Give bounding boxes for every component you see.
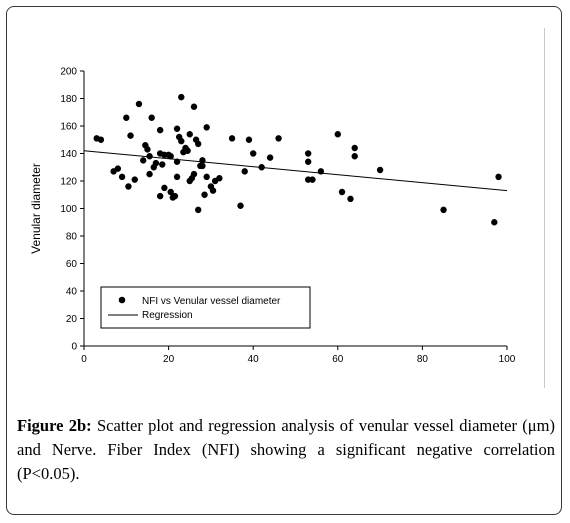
data-point	[334, 131, 341, 138]
data-point	[203, 124, 210, 131]
data-point	[159, 161, 166, 168]
data-point	[250, 150, 257, 157]
y-ticks: 0 20 40 60 80 100 120 140 160 180 200	[60, 67, 84, 353]
legend-label-regression: Regression	[142, 310, 193, 321]
data-point	[376, 166, 384, 174]
data-point	[351, 144, 358, 152]
data-point	[148, 114, 155, 121]
y-tick-label: 120	[60, 177, 77, 188]
data-point	[190, 170, 198, 178]
data-point	[304, 150, 312, 157]
data-point	[173, 173, 181, 181]
legend-box	[100, 286, 311, 329]
data-point	[146, 170, 153, 178]
data-point	[173, 125, 181, 132]
data-point	[178, 137, 185, 145]
data-point	[156, 126, 164, 134]
data-point	[216, 175, 223, 182]
data-point	[237, 202, 244, 209]
y-tick-label: 200	[60, 67, 77, 78]
data-point	[241, 168, 248, 175]
legend: NFI vs Venular vessel diameter Regressio…	[100, 286, 311, 329]
data-point	[209, 187, 217, 194]
data-point	[131, 176, 138, 183]
x-tick-label: 100	[499, 354, 516, 365]
data-point	[152, 159, 160, 167]
data-point	[440, 206, 447, 214]
x-tick-label: 20	[163, 354, 175, 365]
legend-marker-points	[118, 296, 126, 304]
y-tick-label: 180	[60, 94, 77, 105]
y-tick-label: 40	[66, 287, 78, 298]
data-point	[195, 140, 202, 148]
data-point	[190, 103, 198, 110]
data-point	[97, 136, 105, 143]
data-point	[201, 191, 208, 198]
data-point	[167, 153, 174, 160]
data-point	[184, 147, 191, 154]
legend-label-points: NFI vs Venular vessel diameter	[142, 296, 281, 307]
data-point	[125, 183, 132, 190]
y-tick-label: 60	[66, 259, 78, 270]
data-point	[186, 131, 193, 138]
y-tick-label: 100	[60, 204, 77, 215]
data-point	[266, 154, 274, 161]
data-point	[338, 188, 346, 196]
scatter-chart: 0 20 40 60 80 100 120 140 160 180 200 0 20 40 60 80 100…	[29, 67, 516, 366]
y-tick-label: 80	[66, 232, 78, 243]
y-tick-label: 0	[71, 342, 77, 353]
data-point	[161, 184, 168, 192]
data-point	[495, 173, 502, 181]
x-tick-label: 40	[248, 354, 260, 365]
data-point	[178, 93, 185, 101]
x-tick-label: 60	[332, 354, 344, 365]
caption-label: Figure 2b:	[17, 416, 92, 435]
figure-frame	[6, 6, 562, 515]
y-tick-label: 160	[60, 122, 77, 133]
data-point	[491, 219, 498, 226]
data-point	[171, 192, 179, 200]
regression-line	[83, 150, 508, 192]
data-point	[309, 176, 316, 183]
data-point	[351, 153, 358, 160]
y-tick-label: 140	[60, 149, 77, 160]
divider-rule	[544, 28, 545, 388]
data-point	[203, 173, 210, 181]
data-point	[127, 132, 134, 139]
caption-text: Scatter plot and regression analysis of …	[17, 416, 555, 483]
data-point	[140, 157, 147, 164]
figure-caption: Figure 2b: Scatter plot and regression a…	[17, 414, 555, 486]
data-point	[135, 100, 143, 108]
data-point	[228, 135, 236, 142]
data-point	[123, 114, 130, 121]
data-point	[347, 195, 354, 203]
data-point	[245, 136, 253, 143]
data-point	[118, 173, 126, 181]
data-point	[144, 146, 151, 153]
plot-marks	[83, 93, 508, 226]
x-tick-label: 80	[417, 354, 429, 365]
data-point	[304, 158, 312, 165]
data-point	[275, 135, 282, 142]
data-point	[195, 206, 202, 214]
data-point	[199, 162, 206, 170]
data-point	[156, 192, 164, 200]
data-point	[167, 188, 174, 196]
y-axis-title: Venular diameter	[29, 163, 43, 254]
data-point	[114, 165, 122, 172]
data-point	[146, 153, 153, 160]
y-tick-label: 20	[66, 314, 78, 325]
x-ticks: 0 20 40 60 80 100	[81, 346, 516, 365]
x-tick-label: 0	[81, 354, 87, 365]
